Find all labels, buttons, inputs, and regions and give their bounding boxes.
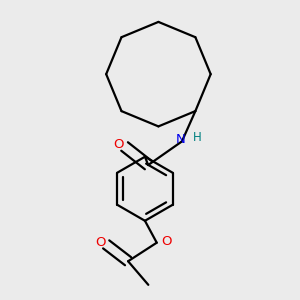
Text: H: H xyxy=(193,131,201,144)
Text: N: N xyxy=(175,133,185,146)
Text: O: O xyxy=(95,236,105,249)
Text: O: O xyxy=(161,235,171,248)
Text: O: O xyxy=(113,138,124,151)
